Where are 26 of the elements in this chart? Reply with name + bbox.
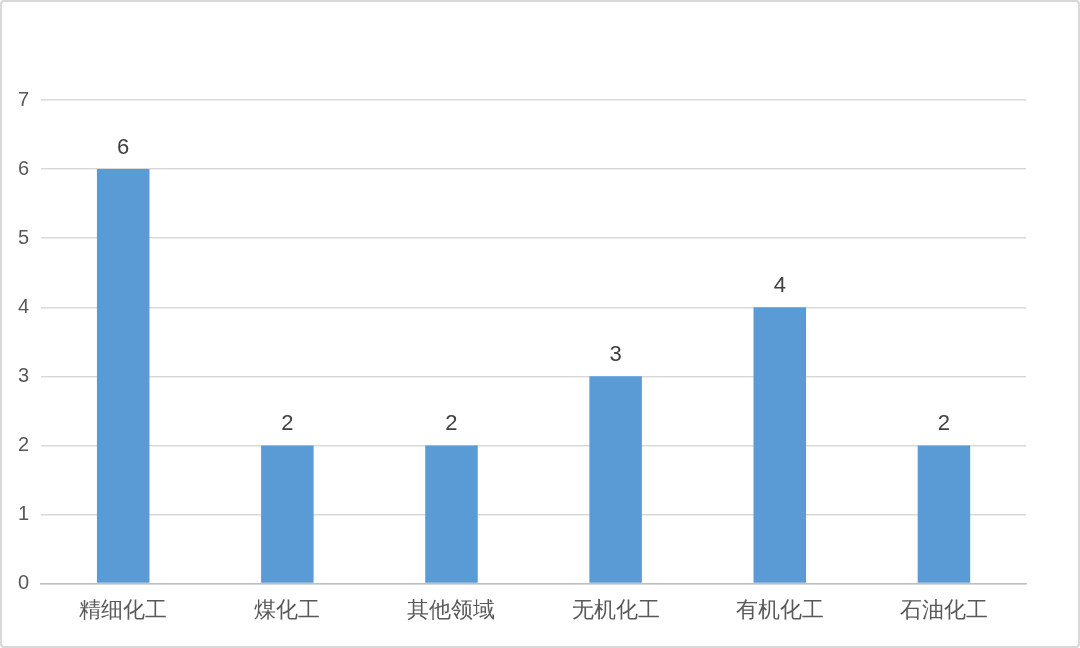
x-tick-label: 无机化工 bbox=[571, 596, 660, 622]
y-tick-label: 2 bbox=[18, 432, 30, 455]
y-tick-label: 3 bbox=[18, 363, 30, 386]
y-tick-label: 7 bbox=[18, 87, 30, 110]
y-tick-label: 6 bbox=[18, 156, 30, 179]
bar bbox=[96, 169, 150, 583]
x-tick-label: 有机化工 bbox=[735, 596, 824, 622]
y-tick-label: 0 bbox=[18, 571, 30, 594]
data-label: 2 bbox=[445, 410, 458, 436]
bar bbox=[261, 445, 314, 583]
bar bbox=[589, 376, 642, 583]
data-label: 2 bbox=[937, 410, 951, 436]
x-tick-label: 其他领域 bbox=[407, 596, 496, 622]
data-label: 6 bbox=[117, 134, 130, 160]
y-tick-label: 1 bbox=[18, 502, 30, 525]
x-tick-label: 石油化工 bbox=[899, 596, 988, 622]
y-tick-label: 5 bbox=[18, 225, 30, 248]
bar bbox=[917, 445, 971, 583]
y-tick-label: 4 bbox=[18, 294, 30, 317]
data-label: 2 bbox=[281, 410, 294, 436]
data-label: 3 bbox=[609, 341, 622, 367]
x-tick-label: 煤化工 bbox=[254, 596, 321, 622]
x-tick-label: 精细化工 bbox=[79, 596, 168, 622]
bar bbox=[753, 307, 807, 583]
data-label: 4 bbox=[773, 272, 786, 298]
bar bbox=[425, 445, 478, 583]
